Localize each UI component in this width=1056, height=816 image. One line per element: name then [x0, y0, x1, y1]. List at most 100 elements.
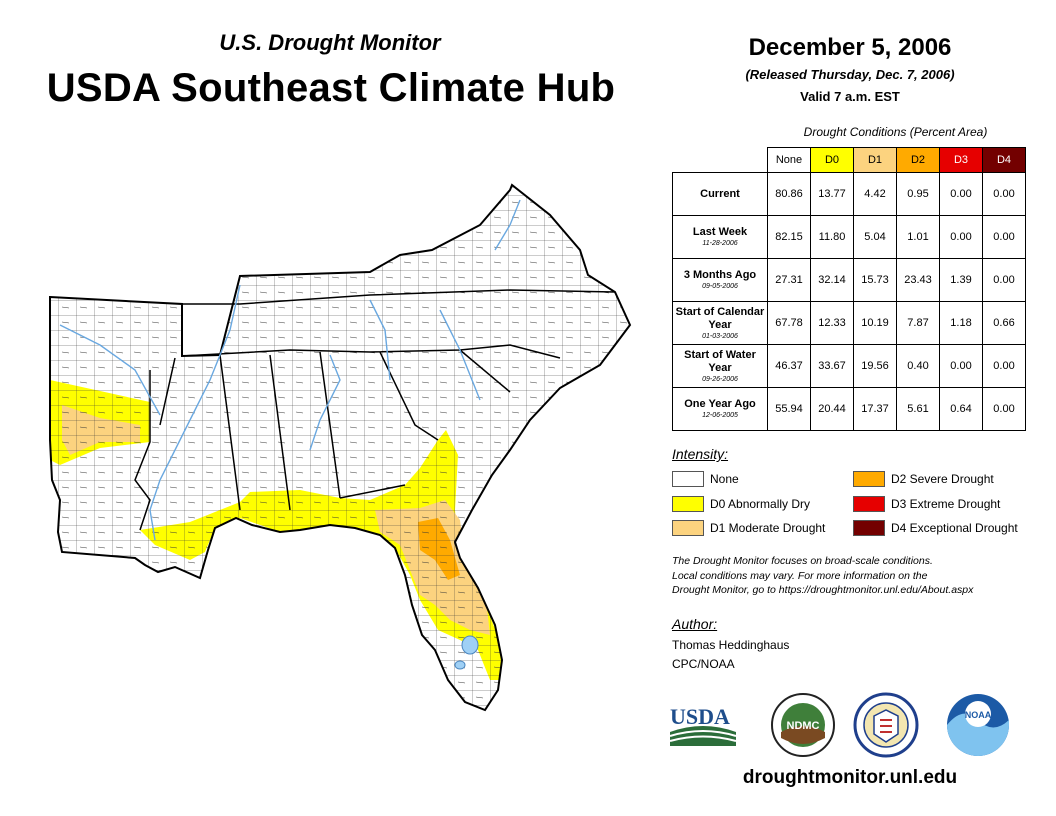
- cell-value: 12.33: [810, 301, 854, 345]
- cell-value: 0.64: [939, 387, 983, 431]
- valid-time: Valid 7 a.m. EST: [800, 89, 900, 104]
- ndmc-logo: NDMC: [771, 693, 835, 757]
- col-d0: D0: [810, 147, 854, 173]
- cell-value: 46.37: [767, 344, 811, 388]
- footer-url[interactable]: droughtmonitor.unl.edu: [742, 767, 958, 788]
- map-subtitle: U.S. Drought Monitor: [219, 30, 441, 55]
- legend-swatch: [672, 496, 704, 512]
- legend-label: D1 Moderate Drought: [710, 521, 826, 535]
- cell-value: 0.00: [982, 215, 1026, 259]
- drought-conditions-table: None D0 D1 D2 D3 D4 Current 80.86 13.77 …: [672, 147, 1026, 431]
- cell-value: 7.87: [896, 301, 940, 345]
- cell-value: 33.67: [810, 344, 854, 388]
- legend-swatch: [853, 520, 885, 536]
- rivers: [59, 199, 521, 541]
- doc-seal-logo: [853, 692, 919, 758]
- legend-label: D0 Abnormally Dry: [710, 497, 811, 511]
- table-row: Start of Water Year 09-26-2006 46.37 33.6…: [672, 344, 1026, 388]
- legend-item-d3: D3 Extreme Drought: [853, 495, 1000, 513]
- map-date: December 5, 2006: [748, 34, 952, 61]
- cell-value: 0.66: [982, 301, 1026, 345]
- row-date: 09-26-2006: [702, 375, 738, 383]
- col-d3: D3: [939, 147, 983, 173]
- row-date: 12-06-2005: [702, 412, 738, 419]
- row-label: Start of Calendar Year: [675, 305, 765, 331]
- table-row: One Year Ago 12-06-2005 55.94 20.44 17.37…: [672, 387, 1026, 431]
- table-row: 3 Months Ago 09-05-2006 27.31 32.14 15.73…: [672, 258, 1026, 302]
- partner-logos: USDA NDMC NOAA: [669, 692, 1009, 758]
- legend-item-d4: D4 Exceptional Drought: [853, 519, 1018, 537]
- cell-value: 0.00: [939, 215, 983, 259]
- lakes: [454, 635, 479, 670]
- row-date: 01-03-2006: [702, 332, 738, 340]
- info-note: The Drought Monitor focuses on broad-sca…: [672, 554, 1052, 598]
- legend-item-d0: D0 Abnormally Dry: [672, 495, 810, 513]
- row-label: Start of Water Year: [684, 348, 756, 374]
- row-date: 09-05-2006: [702, 283, 738, 290]
- cell-value: 82.15: [767, 215, 811, 259]
- cell-value: 0.00: [939, 172, 983, 216]
- cell-value: 27.31: [767, 258, 811, 302]
- cell-value: 80.86: [767, 172, 811, 216]
- row-label: 3 Months Ago: [683, 269, 757, 281]
- county-lines: [50, 185, 630, 710]
- cell-value: 11.80: [810, 215, 854, 259]
- legend-item-d2: D2 Severe Drought: [853, 470, 994, 488]
- table-header-row: None D0 D1 D2 D3 D4: [673, 147, 1026, 173]
- cell-value: 5.04: [853, 215, 897, 259]
- noaa-logo: NOAA: [947, 694, 1009, 756]
- legend-label: D2 Severe Drought: [891, 472, 994, 486]
- note-line: The Drought Monitor focuses on broad-sca…: [672, 555, 933, 567]
- cell-value: 0.00: [982, 258, 1026, 302]
- legend-label: None: [710, 472, 739, 486]
- table-caption: Drought Conditions (Percent Area): [803, 125, 988, 139]
- cell-value: 55.94: [767, 387, 811, 431]
- cell-value: 0.00: [982, 344, 1026, 388]
- state-boundaries: [134, 289, 616, 531]
- legend-label: D4 Exceptional Drought: [891, 521, 1018, 535]
- cell-value: 17.37: [853, 387, 897, 431]
- col-d1: D1: [853, 147, 897, 173]
- author-name: Thomas Heddinghaus: [672, 638, 790, 652]
- cell-value: 1.01: [896, 215, 940, 259]
- drought-map: [49, 184, 631, 711]
- col-d2: D2: [896, 147, 940, 173]
- ndmc-logo-text: NDMC: [787, 720, 820, 732]
- legend-label: D3 Extreme Drought: [891, 497, 1001, 511]
- southeast-region: [49, 184, 631, 711]
- legend-item-none: None: [672, 470, 739, 488]
- cell-value: 10.19: [853, 301, 897, 345]
- cell-value: 0.00: [982, 387, 1026, 431]
- legend-swatch: [672, 471, 704, 487]
- cell-value: 19.56: [853, 344, 897, 388]
- cell-value: 0.00: [982, 172, 1026, 216]
- legend-swatch: [672, 520, 704, 536]
- cell-value: 67.78: [767, 301, 811, 345]
- table-row: Last Week 11-28-2006 82.15 11.80 5.04 1.0…: [672, 215, 1026, 259]
- noaa-logo-text: NOAA: [965, 710, 992, 720]
- row-date: 11-28-2006: [702, 240, 738, 247]
- row-label: Current: [700, 187, 740, 200]
- table-row: Current 80.86 13.77 4.42 0.95 0.00 0.00: [672, 172, 1026, 216]
- cell-value: 15.73: [853, 258, 897, 302]
- cell-value: 1.39: [939, 258, 983, 302]
- legend-swatch: [853, 496, 885, 512]
- cell-value: 5.61: [896, 387, 940, 431]
- cell-value: 13.77: [810, 172, 854, 216]
- col-none: None: [767, 147, 811, 173]
- usda-logo-text: USDA: [670, 704, 730, 729]
- row-label: One Year Ago: [684, 398, 756, 410]
- cell-value: 32.14: [810, 258, 854, 302]
- usda-logo: USDA: [669, 704, 737, 746]
- author-org: CPC/NOAA: [672, 657, 735, 671]
- note-line: Local conditions may vary. For more info…: [672, 569, 928, 582]
- cell-value: 23.43: [896, 258, 940, 302]
- release-date: (Released Thursday, Dec. 7, 2006): [745, 67, 955, 82]
- table-row: Start of Calendar Year 01-03-2006 67.78 1…: [672, 301, 1026, 345]
- author-heading: Author:: [672, 616, 718, 632]
- cell-value: 20.44: [810, 387, 854, 431]
- cell-value: 0.95: [896, 172, 940, 216]
- legend-item-d1: D1 Moderate Drought: [672, 519, 825, 537]
- cell-value: 0.40: [896, 344, 940, 388]
- legend-title: Intensity:: [672, 446, 729, 462]
